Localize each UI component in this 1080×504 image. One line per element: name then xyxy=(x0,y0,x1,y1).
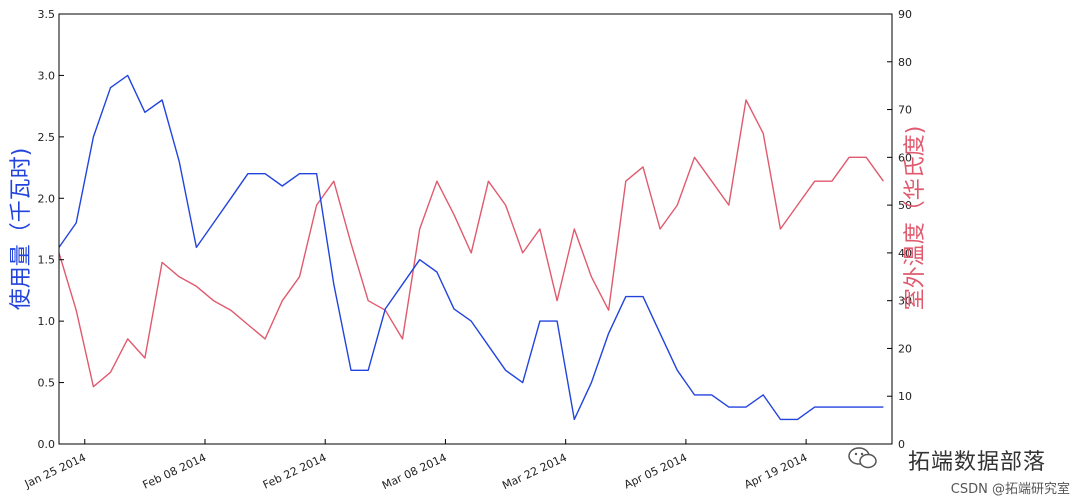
right-tick-label: 60 xyxy=(898,151,912,164)
x-tick-label: Apr 19 2014 xyxy=(742,451,809,492)
right-tick-label: 0 xyxy=(898,438,905,451)
plot-lines xyxy=(58,74,884,421)
left-tick-label: 1.5 xyxy=(38,254,56,267)
watermark-text: 拓端数据部落 xyxy=(907,450,1046,475)
right-axis-ticks: 0 10 20 30 40 50 60 70 80 90 xyxy=(887,8,912,451)
watermark-credit: CSDN @拓端研究室 xyxy=(950,482,1070,497)
x-tick-label: Feb 08 2014 xyxy=(141,451,209,492)
left-axis-ticks: 0.0 0.5 1.0 1.5 2.0 2.5 3.0 3.5 xyxy=(38,8,64,451)
right-tick-label: 90 xyxy=(898,8,912,21)
wechat-icon xyxy=(848,447,877,469)
left-tick-label: 3.0 xyxy=(38,69,56,82)
right-tick-label: 80 xyxy=(898,56,912,69)
right-tick-label: 40 xyxy=(898,247,912,260)
usage-series-line xyxy=(58,74,884,421)
left-tick-label: 3.5 xyxy=(38,8,56,21)
right-tick-label: 20 xyxy=(898,342,912,355)
x-tick-label: Mar 08 2014 xyxy=(380,451,449,492)
left-tick-label: 2.5 xyxy=(38,131,56,144)
x-axis-ticks: Jan 25 2014 Feb 08 2014 Feb 22 2014 Mar 08 … xyxy=(22,439,809,492)
x-tick-label: Apr 05 2014 xyxy=(622,451,689,492)
right-tick-label: 30 xyxy=(898,295,912,308)
right-axis-label: 室外温度（华氏度) xyxy=(903,126,928,311)
left-tick-label: 0.0 xyxy=(38,438,56,451)
left-axis-label: 使用量（千瓦时) xyxy=(9,148,34,311)
right-tick-label: 50 xyxy=(898,199,912,212)
temperature-series-line xyxy=(58,99,884,388)
left-tick-label: 2.0 xyxy=(38,192,56,205)
x-tick-label: Feb 22 2014 xyxy=(261,451,329,492)
right-tick-label: 70 xyxy=(898,104,912,117)
left-tick-label: 0.5 xyxy=(38,377,56,390)
x-tick-label: Jan 25 2014 xyxy=(22,451,88,491)
x-tick-label: Mar 22 2014 xyxy=(500,451,569,492)
plot-frame xyxy=(58,13,893,445)
right-tick-label: 10 xyxy=(898,390,912,403)
left-tick-label: 1.0 xyxy=(38,315,56,328)
